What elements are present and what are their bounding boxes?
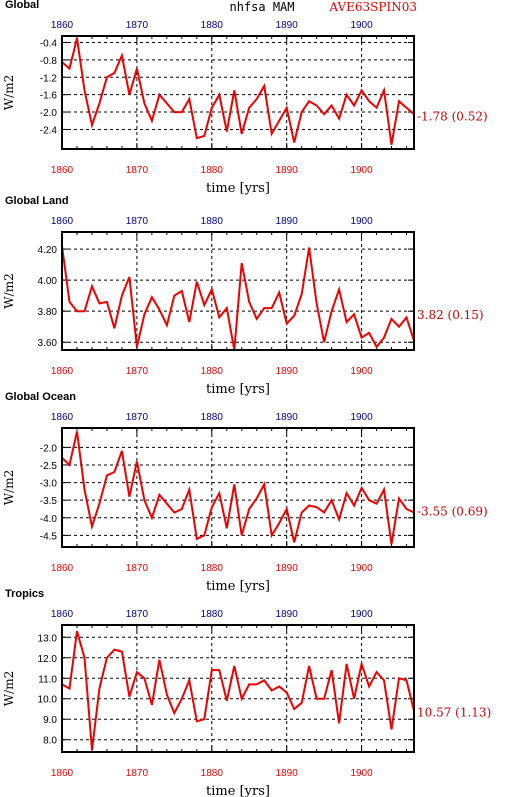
plot-frame [61,35,415,150]
y-tick-label: 9.0 [43,715,57,726]
panel-title: Global [5,0,39,11]
x-tick-label-top: 1860 [51,20,74,31]
figure-right-title: AVE63SPIN03 [328,0,417,14]
x-tick-label-bottom: 1860 [51,366,74,377]
x-tick-label-top: 1890 [276,20,299,31]
x-axis-label: time [yrs] [206,784,270,797]
plot-frame [61,427,415,548]
y-tick-label: 12.0 [38,654,58,665]
x-tick-label-top: 1860 [51,609,74,620]
x-tick-label-top: 1880 [201,412,224,423]
x-tick-label-top: 1870 [126,20,149,31]
x-tick-label-bottom: 1870 [126,366,149,377]
y-tick-label: -2.0 [40,108,58,119]
x-tick-label-bottom: 1900 [350,165,373,176]
y-tick-label: -4.5 [40,531,58,542]
y-tick-label: -4.0 [40,514,58,525]
y-tick-label: -3.5 [40,496,58,507]
x-tick-label-bottom: 1890 [276,768,299,779]
x-tick-label-bottom: 1860 [51,563,74,574]
chart-panel: Global Land 4.20 4.00 3.80 3.60 1860 1860 1870 1… [2,195,484,397]
y-tick-label: 3.80 [38,307,58,318]
panel-title: Global Land [5,195,69,207]
x-tick-label-top: 1900 [350,216,373,227]
panel-title: Tropics [5,588,44,600]
x-tick-label-top: 1900 [350,20,373,31]
x-tick-label-top: 1870 [126,412,149,423]
mean-std-label: -3.55 (0.69) [417,505,488,519]
x-tick-label-bottom: 1890 [276,165,299,176]
y-tick-label: 10.0 [38,695,58,706]
x-tick-label-bottom: 1900 [350,768,373,779]
mean-std-label: 3.82 (0.15) [417,308,484,322]
y-tick-label: -0.4 [40,39,58,50]
chart-panel: Tropics 13.0 12.0 11.0 10.0 9.0 8.0 1860 1860 187… [2,588,491,797]
y-tick-label: -2.4 [40,125,58,136]
x-tick-label-bottom: 1900 [350,563,373,574]
x-tick-label-bottom: 1880 [201,366,224,377]
x-tick-label-bottom: 1880 [201,563,224,574]
x-axis-label: time [yrs] [206,382,270,397]
y-axis-label: W/m2 [2,470,16,505]
x-tick-label-bottom: 1860 [51,768,74,779]
y-tick-label: 11.0 [38,674,57,685]
x-tick-label-bottom: 1890 [276,366,299,377]
plot-frame [61,624,415,753]
figure-center-title: nhfsa MAM [229,0,294,14]
series-line [61,37,415,145]
x-tick-label-top: 1880 [201,609,224,620]
y-tick-label: -1.2 [40,73,58,84]
x-tick-label-top: 1870 [126,609,149,620]
y-axis-label: W/m2 [2,75,16,110]
y-tick-label: -0.8 [40,56,58,67]
panels: Global -0.4 -0.8 -1.2 -1.6 -2.0 -2.4 1860 1860 18… [2,0,491,797]
x-tick-label-top: 1890 [276,216,299,227]
mean-std-label: 10.57 (1.13) [417,706,491,720]
mean-std-label: -1.78 (0.52) [417,110,488,124]
x-tick-label-bottom: 1880 [201,165,224,176]
chart-panel: Global -0.4 -0.8 -1.2 -1.6 -2.0 -2.4 1860 1860 18… [2,0,488,196]
series-line [61,245,415,351]
plot-frame [61,231,415,351]
x-tick-label-bottom: 1870 [126,563,149,574]
chart-panel: Global Ocean -2.0 -2.5 -3.0 -3.5 -4.0 -4.5 1860… [2,391,488,594]
y-tick-label: 4.20 [38,245,58,256]
panel-title: Global Ocean [5,391,76,403]
x-tick-label-top: 1880 [201,216,224,227]
x-tick-label-bottom: 1890 [276,563,299,574]
series-line [61,630,415,751]
y-tick-label: -1.6 [40,91,58,102]
y-tick-label: 4.00 [38,276,58,287]
y-tick-label: 8.0 [43,736,57,747]
x-tick-label-top: 1900 [350,412,373,423]
y-axis-label: W/m2 [2,273,16,308]
series-line [61,431,415,545]
x-axis-label: time [yrs] [206,579,270,594]
y-tick-label: -3.0 [40,479,58,490]
x-tick-label-top: 1860 [51,216,74,227]
y-tick-label: -2.0 [40,443,58,454]
x-tick-label-top: 1890 [276,609,299,620]
x-tick-label-bottom: 1880 [201,768,224,779]
x-tick-label-top: 1870 [126,216,149,227]
x-tick-label-bottom: 1870 [126,165,149,176]
y-axis-label: W/m2 [2,671,16,706]
y-tick-label: -2.5 [40,461,58,472]
y-tick-label: 3.60 [38,338,58,349]
x-tick-label-top: 1860 [51,412,74,423]
x-tick-label-bottom: 1900 [350,366,373,377]
y-tick-label: 13.0 [38,633,58,644]
x-tick-label-bottom: 1870 [126,768,149,779]
x-axis-label: time [yrs] [206,181,270,196]
x-tick-label-bottom: 1860 [51,165,74,176]
x-tick-label-top: 1880 [201,20,224,31]
x-tick-label-top: 1890 [276,412,299,423]
x-tick-label-top: 1900 [350,609,373,620]
